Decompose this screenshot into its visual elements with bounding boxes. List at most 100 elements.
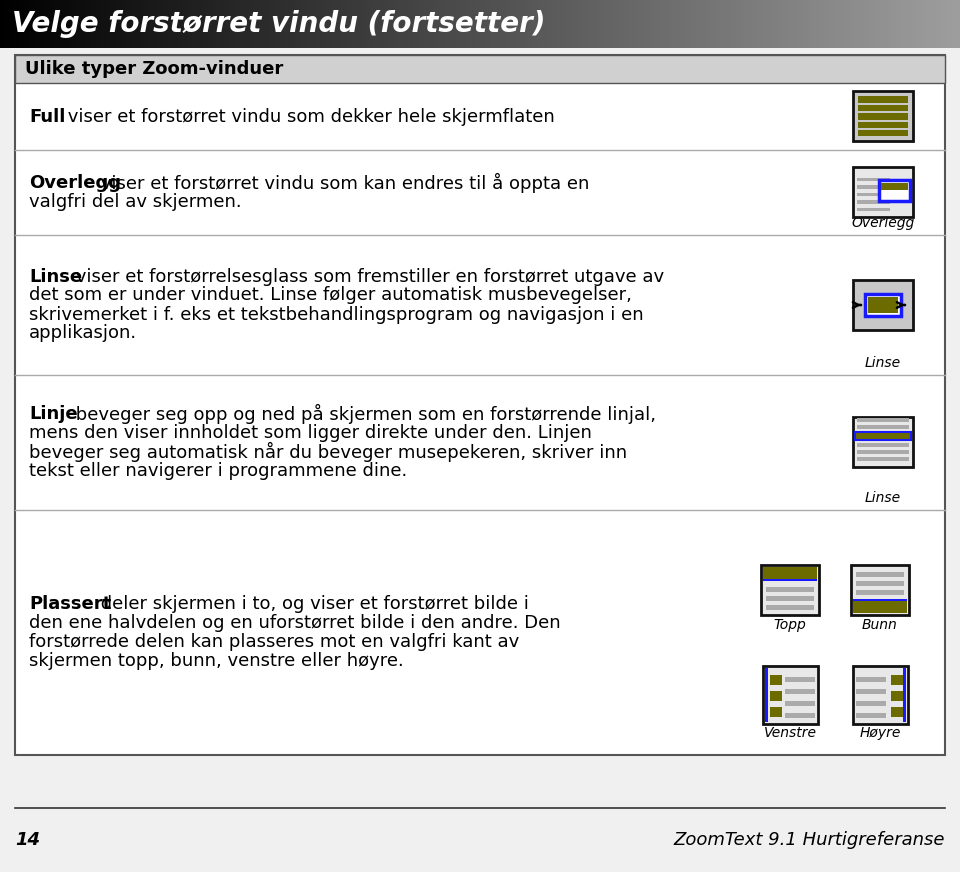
Bar [504, 0, 509, 48]
Bar [600, 0, 605, 48]
Bar [857, 201, 890, 204]
Bar [766, 596, 814, 601]
Bar [787, 0, 792, 48]
Bar [667, 0, 672, 48]
Bar [528, 0, 533, 48]
Bar [763, 567, 817, 579]
Bar [941, 0, 946, 48]
Bar [686, 0, 691, 48]
Bar [766, 587, 814, 592]
Bar [653, 0, 658, 48]
Bar [110, 0, 115, 48]
Bar [562, 0, 566, 48]
Bar [648, 0, 653, 48]
Bar [859, 0, 864, 48]
Bar [955, 0, 960, 48]
Bar [288, 0, 293, 48]
Bar [696, 0, 701, 48]
Bar [826, 0, 830, 48]
Bar [855, 701, 885, 706]
Bar [770, 675, 781, 685]
Bar [768, 0, 773, 48]
Bar [38, 0, 43, 48]
Bar [857, 444, 909, 447]
Bar [840, 0, 845, 48]
Bar [466, 0, 470, 48]
Text: den ene halvdelen og en uforstørret bilde i den andre. Den: den ene halvdelen og en uforstørret bild… [29, 614, 561, 632]
Bar [514, 0, 518, 48]
Bar [230, 0, 235, 48]
Bar [784, 713, 814, 718]
Bar [413, 0, 418, 48]
Bar [322, 0, 326, 48]
Bar [857, 419, 909, 423]
Bar [874, 0, 878, 48]
Bar [245, 0, 250, 48]
Bar [912, 0, 917, 48]
Bar [130, 0, 134, 48]
Bar [178, 0, 182, 48]
Bar [427, 0, 432, 48]
Bar [662, 0, 667, 48]
Text: tekst eller navigerer i programmene dine.: tekst eller navigerer i programmene dine… [29, 462, 407, 480]
Bar [82, 0, 86, 48]
Text: Overlegg: Overlegg [29, 174, 121, 192]
Bar [883, 0, 888, 48]
Bar [856, 572, 904, 577]
Bar [744, 0, 749, 48]
Bar [264, 0, 269, 48]
Bar [312, 0, 317, 48]
Text: Ulike typer Zoom-vinduer: Ulike typer Zoom-vinduer [25, 60, 283, 78]
Bar [389, 0, 394, 48]
Bar [610, 0, 614, 48]
Bar [858, 97, 908, 103]
Bar [898, 0, 902, 48]
Bar [168, 0, 173, 48]
Bar [336, 0, 341, 48]
Bar [24, 0, 29, 48]
Bar [891, 691, 902, 701]
Bar [374, 0, 379, 48]
Bar [432, 0, 437, 48]
Bar [10, 0, 14, 48]
Bar [902, 0, 907, 48]
Bar [48, 0, 53, 48]
Bar [857, 458, 909, 461]
Bar [15, 55, 945, 83]
Text: Full: Full [871, 131, 895, 145]
Text: Plassert: Plassert [29, 595, 111, 613]
Bar [106, 0, 110, 48]
Bar [926, 0, 931, 48]
Text: skrivemerket i f. eks et tekstbehandlingsprogram og navigasjon i en: skrivemerket i f. eks et tekstbehandling… [29, 305, 643, 324]
Bar [403, 0, 408, 48]
Text: Full: Full [29, 107, 65, 126]
Bar [77, 0, 82, 48]
Bar [845, 0, 850, 48]
Bar [797, 0, 802, 48]
Bar [408, 0, 413, 48]
Bar [350, 0, 355, 48]
Bar [552, 0, 557, 48]
Bar [226, 0, 230, 48]
Bar [19, 0, 24, 48]
Bar [259, 0, 264, 48]
Bar [144, 0, 149, 48]
Bar [470, 0, 475, 48]
Bar [120, 0, 125, 48]
Bar [857, 186, 890, 189]
Bar [725, 0, 730, 48]
Bar [14, 0, 19, 48]
Bar [485, 0, 490, 48]
Bar [701, 0, 706, 48]
Bar [888, 0, 893, 48]
Bar [62, 0, 67, 48]
Bar [891, 675, 902, 685]
Bar [254, 0, 259, 48]
Bar [658, 0, 662, 48]
Bar [523, 0, 528, 48]
Bar [792, 0, 797, 48]
Bar [576, 0, 581, 48]
Text: beveger seg automatisk når du beveger musepekeren, skriver inn: beveger seg automatisk når du beveger mu… [29, 442, 627, 462]
Bar [643, 0, 648, 48]
Bar [15, 55, 945, 755]
